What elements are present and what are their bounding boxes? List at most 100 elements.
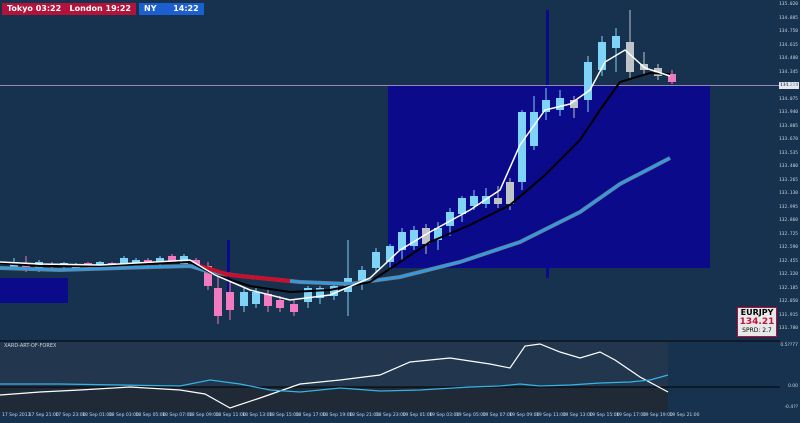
- candle-body: [470, 196, 478, 206]
- symbol-spread: SPRD: 2.7: [742, 327, 772, 334]
- ny-label: NY: [144, 4, 157, 13]
- symbol-price: 134.21: [739, 317, 775, 327]
- time-tick: 18 Sep 09:00: [188, 413, 219, 418]
- candle-body: [144, 260, 152, 263]
- candle-body: [494, 198, 502, 204]
- time-tick: 18 Sep 23:00: [375, 413, 406, 418]
- indicator-tick-top: 0.5??77: [780, 343, 798, 348]
- candle-body: [612, 36, 620, 48]
- time-tick: 19 Sep 11:00: [536, 413, 567, 418]
- time-tick: 17 Sep 2013: [2, 413, 31, 418]
- price-tick: 135.020: [779, 2, 798, 7]
- time-tick: 19 Sep 21:00: [669, 413, 700, 418]
- indicator-line-white: [0, 343, 669, 409]
- candle-body: [214, 288, 222, 316]
- candle-body: [506, 182, 514, 204]
- candle-body: [304, 288, 312, 302]
- price-tick: 134.210: [779, 83, 798, 88]
- time-tick: 19 Sep 17:00: [616, 413, 647, 418]
- candle-body: [358, 270, 366, 284]
- candle-body: [204, 266, 212, 286]
- candle-body: [240, 292, 248, 306]
- price-tick: 133.940: [779, 110, 798, 115]
- price-tick: 134.480: [779, 56, 798, 61]
- candle-body: [410, 230, 418, 246]
- tokyo-london-session: Tokyo 03:22 London 19:22: [2, 3, 136, 15]
- candle-body: [570, 100, 578, 108]
- candle-body: [668, 74, 676, 82]
- pane-separator[interactable]: [0, 340, 780, 342]
- time-tick: 19 Sep 15:00: [589, 413, 620, 418]
- time-tick: 18 Sep 05:00: [135, 413, 166, 418]
- price-tick: 134.750: [779, 29, 798, 34]
- time-tick: 19 Sep 01:00: [402, 413, 433, 418]
- candle-body: [598, 42, 606, 70]
- price-tick: 132.590: [779, 245, 798, 250]
- price-tick: 134.615: [779, 42, 798, 48]
- time-tick: 19 Sep 07:00: [482, 413, 513, 418]
- ma-white: [0, 49, 671, 301]
- price-tick: 132.860: [779, 218, 798, 223]
- price-tick: 133.670: [779, 137, 798, 142]
- price-tick: 132.995: [779, 204, 798, 210]
- indicator-tick-bottom: -0.4??: [784, 405, 798, 410]
- candle-body: [226, 292, 234, 310]
- time-tick: 18 Sep 17:00: [295, 413, 326, 418]
- indicator-lower-shade: [0, 387, 668, 412]
- candle-body: [264, 294, 272, 306]
- time-tick: 19 Sep 13:00: [562, 413, 593, 418]
- candle-body: [168, 256, 176, 262]
- price-tick: 133.805: [779, 123, 798, 129]
- price-tick: 133.130: [779, 191, 798, 196]
- price-tick: 132.320: [779, 272, 798, 277]
- candle-body: [386, 246, 394, 262]
- candle-body: [330, 286, 338, 296]
- time-tick: 18 Sep 07:00: [162, 413, 193, 418]
- symbol-info-box: EURJPY 134.21 SPRD: 2.7: [737, 307, 777, 337]
- price-axis[interactable]: [780, 0, 800, 412]
- vertical-marker-2: [546, 10, 549, 278]
- indicator-name: XARD-ART-OF-FOREX: [4, 343, 57, 349]
- price-tick: 133.265: [779, 177, 798, 183]
- time-tick: 18 Sep 21:00: [349, 413, 380, 418]
- candle-body: [276, 300, 284, 308]
- candle-body: [316, 288, 324, 298]
- candle-body: [372, 252, 380, 268]
- candle-body: [458, 198, 466, 214]
- candle-body: [542, 100, 550, 112]
- time-tick: 19 Sep 05:00: [455, 413, 486, 418]
- session-clock-bar: Tokyo 03:22 London 19:22 NY 14:22: [2, 3, 204, 15]
- candle-body: [252, 292, 260, 304]
- current-price-label: 134.210: [779, 82, 799, 89]
- price-tick: 134.075: [779, 96, 798, 102]
- tokyo-session: Tokyo 03:22: [7, 4, 62, 13]
- candle-body: [96, 262, 104, 266]
- candle-body: [626, 42, 634, 72]
- ma-red: [199, 264, 291, 283]
- price-tick: 132.050: [779, 299, 798, 304]
- indicator-line-blue: [0, 374, 669, 393]
- price-tick: 132.455: [779, 258, 798, 264]
- time-tick: 18 Sep 15:00: [269, 413, 300, 418]
- price-tick: 134.345: [779, 69, 798, 75]
- time-tick: 19 Sep 19:00: [642, 413, 673, 418]
- time-tick: 19 Sep 03:00: [429, 413, 460, 418]
- price-tick: 134.885: [779, 15, 798, 21]
- time-tick: 18 Sep 01:00: [82, 413, 113, 418]
- ny-time: 14:22: [173, 4, 199, 13]
- time-tick: 18 Sep 11:00: [215, 413, 246, 418]
- time-axis[interactable]: [0, 412, 800, 423]
- price-tick: 133.400: [779, 164, 798, 169]
- candle-body: [120, 258, 128, 264]
- chart-drawing: [0, 10, 780, 412]
- ny-session: NY 14:22: [139, 3, 204, 15]
- london-session: London 19:22: [69, 4, 131, 13]
- candle-body: [556, 98, 564, 110]
- candle-body: [518, 112, 526, 182]
- time-tick: 17 Sep 23:00: [55, 413, 86, 418]
- candle-body: [398, 232, 406, 250]
- price-tick: 133.535: [779, 150, 798, 156]
- symbol-name: EURJPY: [740, 308, 774, 317]
- ma-blue: [0, 156, 671, 286]
- time-tick: 18 Sep 19:00: [322, 413, 353, 418]
